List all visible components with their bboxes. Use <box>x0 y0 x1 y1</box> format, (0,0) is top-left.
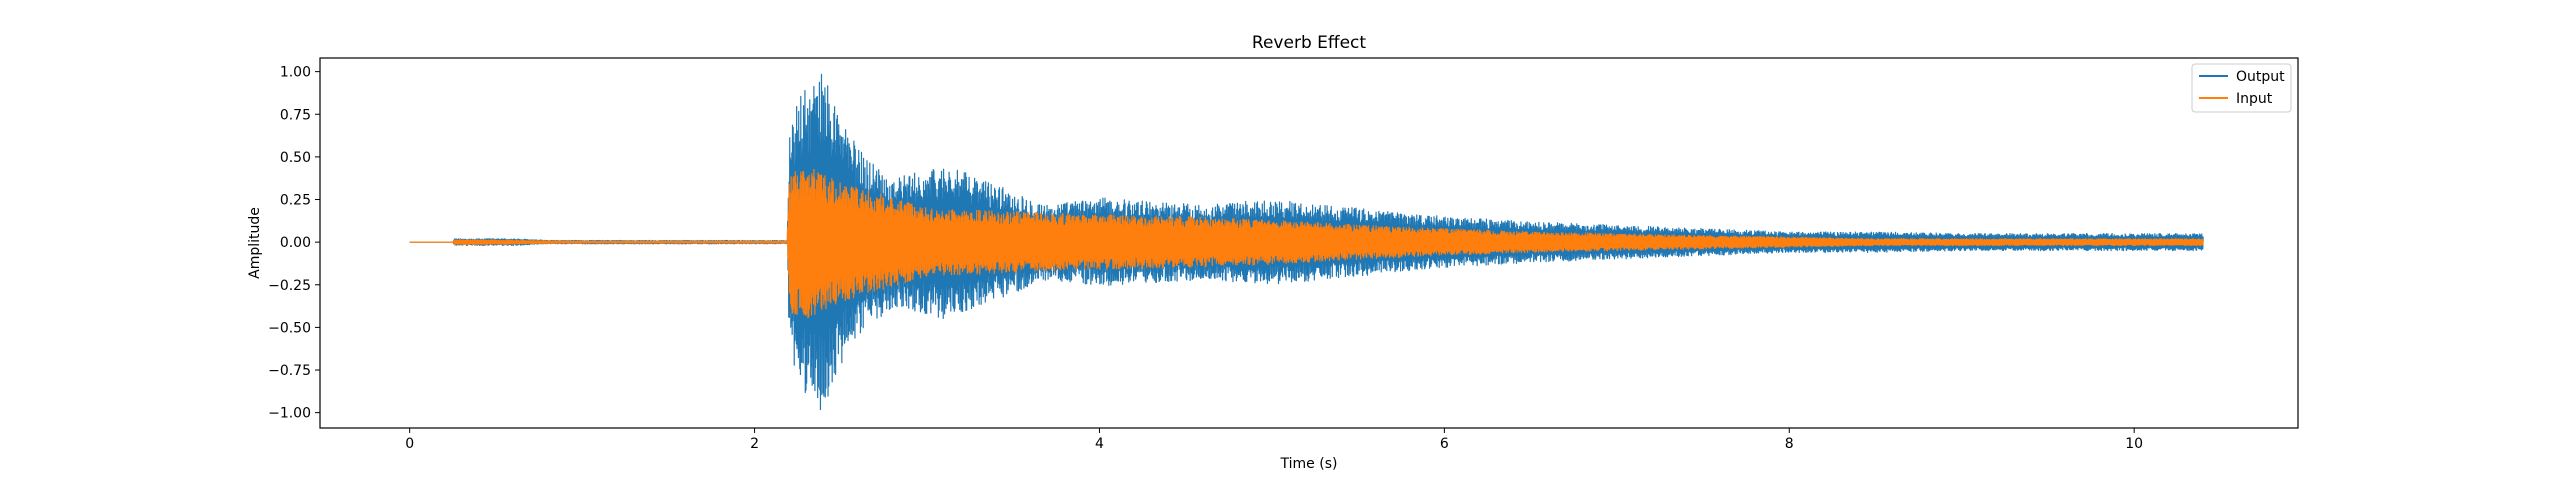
y-axis-ticks: −1.00 −0.75 −0.50 −0.25 0.00 0.25 0.50 0.75 1.00 <box>268 65 320 422</box>
y-tick-label: 0.75 <box>280 107 311 123</box>
legend: Output Input <box>2191 63 2292 113</box>
y-tick-label: 0.25 <box>280 193 311 209</box>
legend-label-output: Output <box>2236 69 2285 85</box>
x-tick-label: 0 <box>405 436 414 452</box>
x-tick-label: 6 <box>1440 436 1449 452</box>
x-tick-label: 4 <box>1095 436 1104 452</box>
y-tick-label: −0.50 <box>268 320 311 336</box>
y-tick-label: 0.00 <box>280 235 311 251</box>
series-line-input <box>409 168 2204 319</box>
x-axis-label: Time (s) <box>1280 456 1338 472</box>
series-layer <box>409 73 2204 411</box>
y-tick-label: −1.00 <box>268 406 311 422</box>
y-axis-label: Amplitude <box>247 207 263 279</box>
y-tick-label: 0.50 <box>280 150 311 166</box>
x-tick-label: 8 <box>1785 436 1794 452</box>
plot-area <box>319 57 2299 429</box>
axes-frame <box>319 57 2299 429</box>
y-tick-label: 1.00 <box>280 65 311 81</box>
x-axis-ticks: 0 2 4 6 8 10 <box>405 428 2143 452</box>
y-tick-label: −0.75 <box>268 363 311 379</box>
legend-label-input: Input <box>2236 91 2273 107</box>
chart-title: Reverb Effect <box>1252 33 1366 53</box>
y-tick-label: −0.25 <box>268 278 311 294</box>
x-tick-label: 2 <box>750 436 759 452</box>
x-tick-label: 10 <box>2125 436 2143 452</box>
